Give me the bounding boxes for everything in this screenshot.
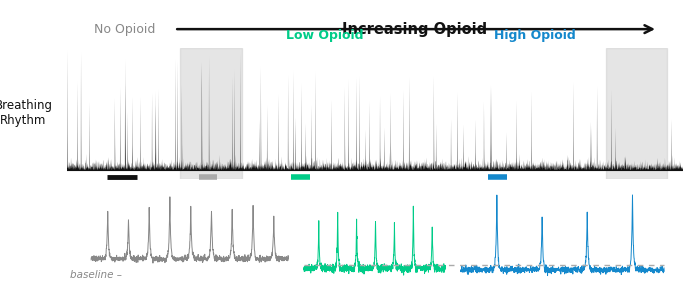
Text: No Opioid: No Opioid bbox=[94, 23, 155, 36]
Text: Breathing
Rhythm: Breathing Rhythm bbox=[0, 99, 52, 127]
Bar bbox=[606, 48, 667, 179]
Text: High Opioid: High Opioid bbox=[494, 30, 575, 42]
Bar bbox=[181, 48, 242, 179]
Text: baseline –: baseline – bbox=[69, 270, 122, 280]
Text: Increasing Opioid: Increasing Opioid bbox=[342, 22, 487, 37]
Text: Low Opioid: Low Opioid bbox=[286, 30, 364, 42]
Text: 1min: 1min bbox=[108, 185, 136, 195]
